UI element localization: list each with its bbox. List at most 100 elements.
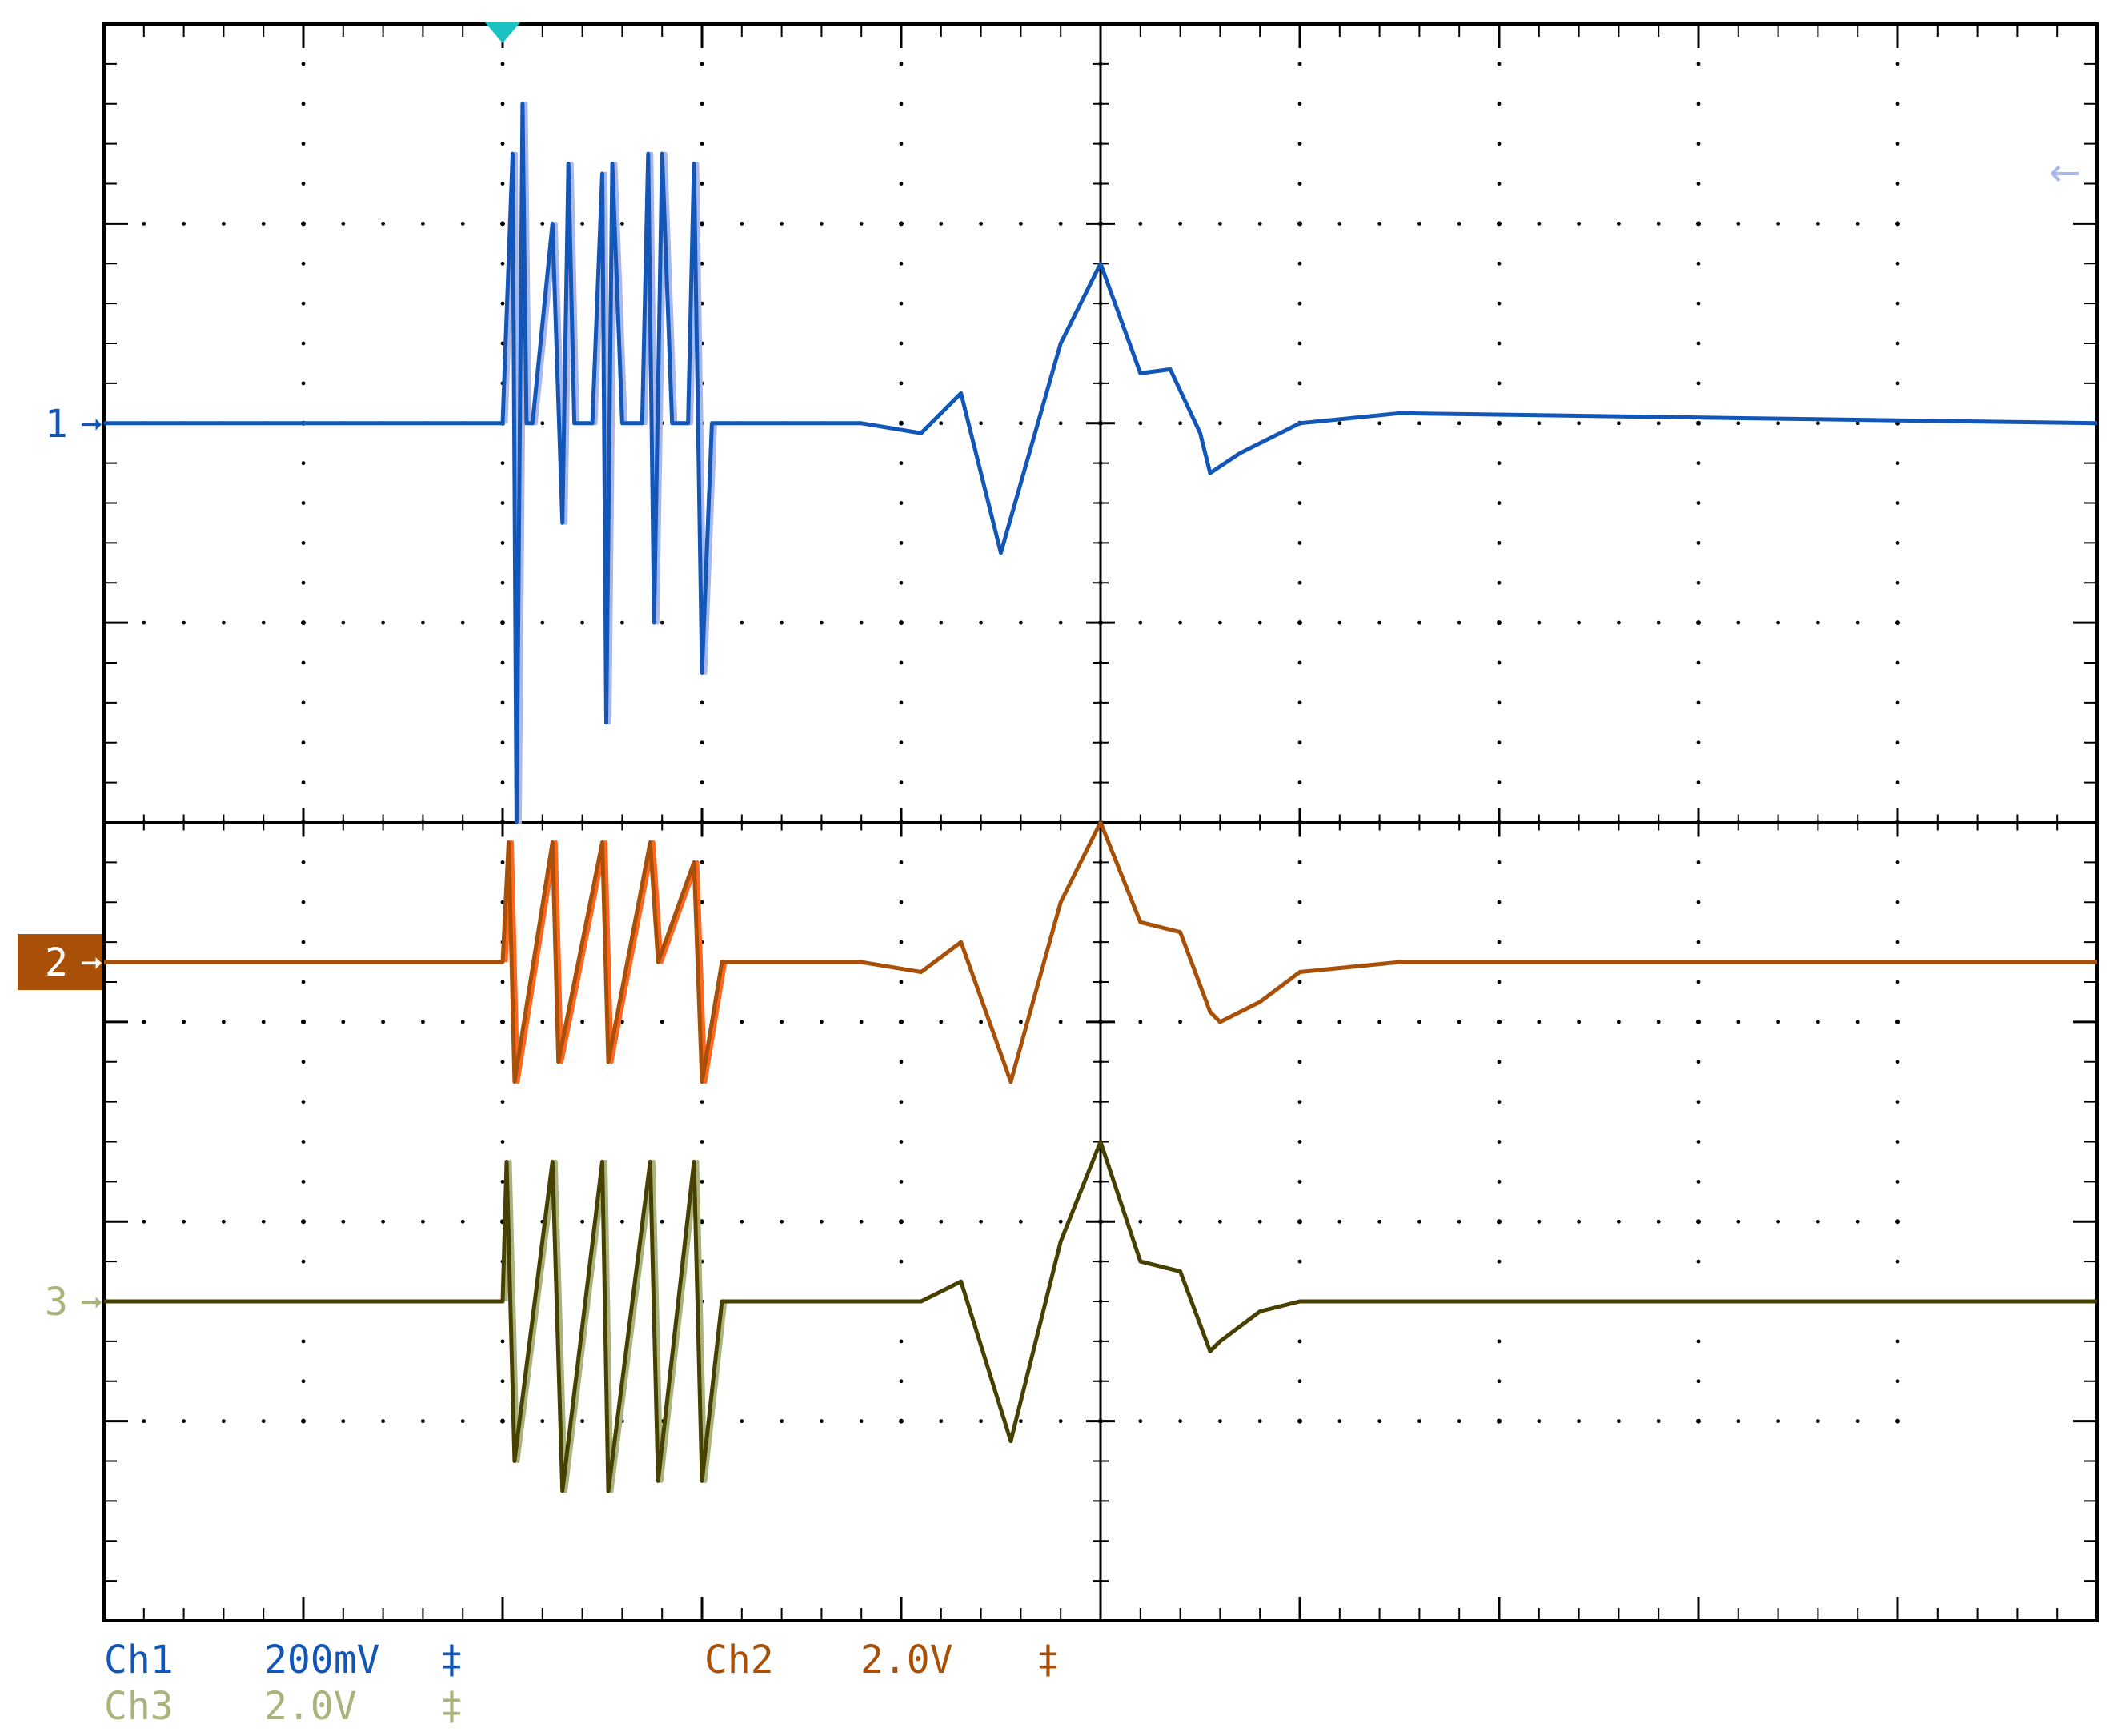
grid-dot bbox=[1617, 820, 1621, 824]
grid-dot bbox=[301, 820, 306, 825]
trigger-level-arrow-icon: ← bbox=[2049, 150, 2081, 195]
grid-dot bbox=[1019, 221, 1023, 226]
grid-dot bbox=[700, 860, 704, 864]
grid-dot bbox=[500, 540, 505, 545]
grid-dot bbox=[1617, 620, 1621, 625]
grid-dot bbox=[1058, 1219, 1063, 1224]
grid-dot bbox=[301, 1060, 306, 1064]
grid-dot bbox=[1696, 1379, 1701, 1384]
grid-dot bbox=[301, 780, 306, 785]
grid-dot bbox=[1138, 221, 1143, 226]
grid-dot bbox=[1895, 860, 1900, 864]
grid-dot bbox=[1297, 62, 1302, 66]
grid-dot bbox=[1497, 461, 1502, 466]
grid-dot bbox=[1696, 102, 1701, 106]
grid-dot bbox=[899, 1060, 904, 1064]
grid-dot bbox=[1895, 1060, 1900, 1064]
grid-dot bbox=[341, 1419, 346, 1424]
grid-dot bbox=[1257, 421, 1262, 426]
grid-dot bbox=[421, 221, 425, 226]
grid-dot bbox=[1895, 1219, 1900, 1225]
grid-dot bbox=[1377, 620, 1381, 625]
ch3-ground-marker: 3 bbox=[45, 1280, 68, 1325]
graticule bbox=[102, 22, 2099, 1622]
ch2-ground-marker-box bbox=[18, 934, 102, 991]
grid-dot bbox=[859, 1020, 864, 1024]
grid-dot bbox=[1098, 620, 1103, 626]
grid-dot bbox=[1696, 1100, 1701, 1105]
grid-dot bbox=[1058, 221, 1063, 226]
grid-dot bbox=[899, 341, 904, 346]
grid-dot bbox=[1656, 820, 1661, 824]
grid-dot bbox=[1577, 221, 1581, 226]
trace-ch3-burst-shadow bbox=[503, 1159, 728, 1493]
grid-dot bbox=[1696, 182, 1701, 186]
grid-dot bbox=[1577, 1419, 1581, 1424]
grid-dot bbox=[1617, 1219, 1621, 1224]
grid-dot bbox=[1895, 62, 1900, 66]
grid-dot bbox=[1497, 1179, 1502, 1184]
grid-dot bbox=[1497, 900, 1502, 904]
grid-dot bbox=[1098, 381, 1103, 386]
ch2-ground-arrow-icon: ➞ bbox=[80, 947, 103, 979]
grid-dot bbox=[1417, 421, 1421, 426]
grid-dot bbox=[1895, 1259, 1900, 1264]
grid-dot bbox=[899, 261, 904, 266]
grid-dot bbox=[1776, 221, 1781, 226]
grid-dot bbox=[301, 182, 306, 186]
ch1-ground-marker: 1 bbox=[45, 402, 68, 447]
grid-dot bbox=[1776, 1219, 1781, 1224]
grid-dot bbox=[660, 1219, 664, 1224]
grid-dot bbox=[580, 1219, 584, 1224]
grid-dot bbox=[1297, 580, 1302, 585]
grid-dot bbox=[780, 820, 784, 824]
grid-dot bbox=[899, 900, 904, 904]
grid-dot bbox=[939, 1419, 944, 1424]
grid-dot bbox=[1855, 1419, 1860, 1424]
grid-dot bbox=[1696, 1140, 1701, 1144]
grid-dot bbox=[899, 860, 904, 864]
grid-dot bbox=[1297, 1019, 1302, 1024]
grid-dot bbox=[1696, 501, 1701, 505]
grid-dot bbox=[1855, 421, 1860, 426]
grid-dot bbox=[899, 420, 904, 426]
grid-dot bbox=[1617, 221, 1621, 226]
grid-dot bbox=[182, 620, 186, 625]
grid-dot bbox=[899, 1259, 904, 1264]
grid-dot bbox=[1497, 1219, 1502, 1225]
grid-dot bbox=[421, 820, 425, 824]
grid-dot bbox=[500, 301, 505, 306]
grid-dot bbox=[1497, 102, 1502, 106]
grid-dot bbox=[780, 1020, 784, 1024]
grid-dot bbox=[1297, 1219, 1302, 1225]
grid-dot bbox=[740, 221, 744, 226]
grid-dot bbox=[301, 1259, 306, 1264]
grid-dot bbox=[1218, 1219, 1222, 1224]
grid-dot bbox=[740, 1020, 744, 1024]
grid-dot bbox=[1098, 1060, 1103, 1064]
grid-dot bbox=[899, 102, 904, 106]
grid-dot bbox=[1816, 421, 1820, 426]
grid-dot bbox=[1816, 620, 1820, 625]
grid-dot bbox=[500, 261, 505, 266]
grid-dot bbox=[1696, 860, 1701, 864]
grid-dot bbox=[580, 820, 584, 824]
grid-dot bbox=[1297, 102, 1302, 106]
grid-dot bbox=[1736, 421, 1741, 426]
grid-dot bbox=[1895, 142, 1900, 146]
grid-dot bbox=[1218, 620, 1222, 625]
grid-dot bbox=[660, 620, 664, 625]
grid-dot bbox=[899, 62, 904, 66]
grid-dot bbox=[899, 580, 904, 585]
grid-dot bbox=[1297, 740, 1302, 745]
grid-dot bbox=[1337, 421, 1342, 426]
grid-dot bbox=[1377, 421, 1381, 426]
grid-dot bbox=[1297, 780, 1302, 785]
grid-dot bbox=[301, 980, 306, 984]
grid-dot bbox=[700, 1179, 704, 1184]
grid-dot bbox=[500, 1060, 505, 1064]
grid-dot bbox=[1098, 182, 1103, 186]
grid-dot bbox=[1058, 820, 1063, 824]
grid-dot bbox=[1098, 341, 1103, 346]
